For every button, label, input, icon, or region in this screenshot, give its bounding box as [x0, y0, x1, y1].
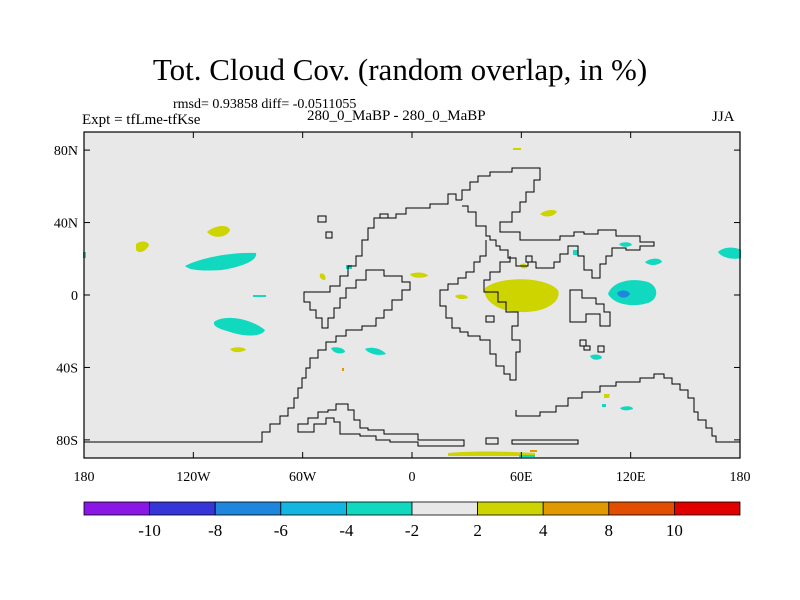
colorbar-swatch: [411, 501, 478, 516]
patch-positive: [410, 272, 428, 278]
subtitle: 280_0_MaBP - 280_0_MaBP: [307, 108, 486, 124]
lon-tick-label: 180: [730, 470, 751, 485]
lat-tick-label: 80N: [54, 144, 78, 159]
coastline-africa: [439, 240, 521, 381]
lon-tick-label: 120E: [616, 470, 646, 485]
experiment-label: Expt = tfLme-tfKse: [82, 112, 201, 128]
patch-positive: [530, 450, 537, 452]
patch-negative: [718, 247, 741, 259]
patch-positive: [230, 347, 246, 353]
colorbar-swatch: [674, 501, 741, 516]
coastline-island: [325, 231, 333, 239]
colorbar-swatch: [214, 501, 282, 516]
patch-negative: [519, 455, 535, 457]
coastline-americas: [84, 193, 462, 443]
lat-tick-label: 0: [71, 289, 78, 304]
patch-negative: [331, 347, 345, 354]
lon-tick-label: 60W: [289, 470, 317, 485]
patch-positive: [540, 209, 557, 217]
coastline-island: [485, 315, 495, 323]
patch-negative: [185, 252, 257, 271]
lat-tick-label: 40S: [56, 361, 78, 376]
patch-positive: [448, 451, 535, 456]
anomaly-patches: [83, 148, 741, 457]
plot-title: Tot. Cloud Cov. (random overlap, in %): [152, 52, 648, 87]
patch-negative: [573, 250, 578, 255]
coastline-island: [583, 345, 591, 351]
patch-positive: [207, 226, 230, 237]
patch-positive: [455, 294, 468, 300]
patch-negative: [617, 290, 630, 298]
lon-tick-label: 60E: [510, 470, 533, 485]
colorbar-label: 2: [473, 521, 482, 540]
lon-tick-label: 180: [74, 470, 95, 485]
lat-tick-label: 80S: [56, 434, 78, 449]
coastline-island: [317, 215, 327, 223]
patch-negative: [365, 347, 386, 355]
latitude-axis: 80N 40N 0 40S 80S: [54, 144, 740, 449]
longitude-axis: 180 120W 60W 0 60E 120E 180: [74, 132, 751, 485]
colorbar: -10 -8 -6 -4 -2 2 4 8 10: [83, 501, 741, 540]
colorbar-label: -10: [138, 521, 161, 540]
colorbar-swatch: [83, 501, 150, 516]
patch-negative: [645, 258, 662, 265]
colorbar-swatch: [477, 501, 544, 516]
patch-positive: [513, 148, 521, 150]
coastline-island: [597, 345, 605, 353]
patch-negative: [620, 406, 633, 411]
coastline-australia-indo: [569, 289, 611, 327]
coastline-island: [379, 213, 389, 219]
colorbar-label: 4: [539, 521, 548, 540]
season-label: JJA: [712, 109, 735, 125]
colorbar-label: -8: [208, 521, 222, 540]
patch-negative: [602, 404, 606, 407]
coastline-australia: [515, 373, 740, 443]
colorbar-swatch: [280, 501, 347, 516]
patch-positive: [319, 273, 326, 280]
lon-tick-label: 0: [409, 470, 416, 485]
patch-positive: [484, 279, 559, 313]
colorbar-label: -2: [405, 521, 419, 540]
coastline-antarctic-shelf: [511, 439, 579, 445]
patch-negative: [590, 354, 602, 360]
coastline-island: [485, 437, 499, 445]
stats-line: rmsd= 0.93858 diff= -0.0511055: [173, 97, 357, 112]
patch-negative: [619, 242, 632, 247]
coastline-antarctic-peninsula: [297, 403, 465, 447]
colorbar-swatch: [149, 501, 216, 516]
colorbar-label: -4: [339, 521, 354, 540]
coastlines: [84, 167, 740, 447]
coastline-eurasia: [461, 167, 655, 279]
patch-positive: [342, 368, 344, 371]
coastline-island: [525, 255, 533, 263]
colorbar-swatch: [345, 501, 413, 516]
patch-negative: [608, 280, 657, 306]
colorbar-label: 8: [605, 521, 614, 540]
patch-negative: [253, 295, 266, 297]
colorbar-label: 10: [666, 521, 683, 540]
lat-tick-label: 40N: [54, 217, 78, 232]
patch-negative: [213, 317, 265, 336]
colorbar-label: -6: [274, 521, 288, 540]
lon-tick-label: 120W: [176, 470, 211, 485]
colorbar-swatch: [608, 501, 675, 516]
patch-positive: [136, 241, 149, 253]
colorbar-swatch: [542, 501, 610, 516]
patch-positive: [604, 394, 610, 398]
